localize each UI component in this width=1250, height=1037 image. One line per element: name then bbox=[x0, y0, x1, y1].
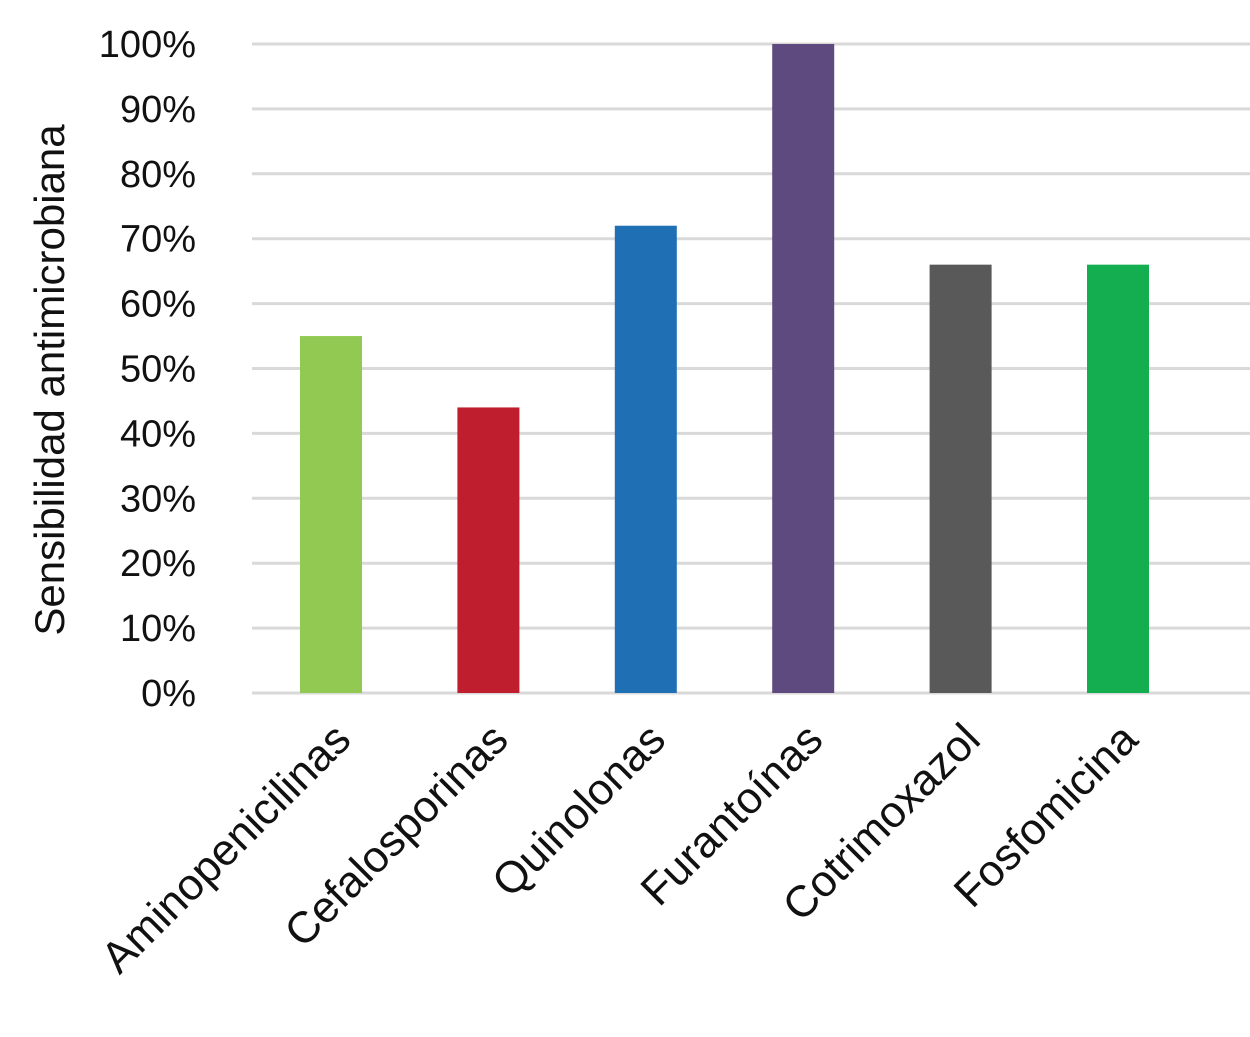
y-tick-label: 40% bbox=[120, 413, 196, 455]
y-tick-label: 100% bbox=[99, 24, 196, 66]
gridlines bbox=[252, 42, 1250, 695]
y-tick-label: 30% bbox=[120, 478, 196, 520]
y-tick-label: 90% bbox=[120, 89, 196, 131]
y-axis-ticks: 0% 10% 20% 30% 40% 50% 60% 70% 80% 90% 100% bbox=[99, 24, 196, 715]
x-axis-ticks: AminopenicilinasCefalosporinasQuinolonas… bbox=[92, 714, 1147, 982]
bar-furantoínas bbox=[772, 44, 835, 693]
y-axis-label: Sensibilidad antimicrobiana bbox=[26, 124, 73, 636]
y-tick-label: 70% bbox=[120, 219, 196, 261]
y-tick-label: 0% bbox=[141, 673, 196, 715]
bars bbox=[300, 44, 1149, 693]
y-tick-label: 20% bbox=[120, 543, 196, 585]
y-tick-label: 10% bbox=[120, 608, 196, 650]
bar-aminopenicilinas bbox=[300, 336, 362, 693]
y-tick-label: 50% bbox=[120, 349, 196, 391]
bar-quinolonas bbox=[614, 225, 677, 693]
y-tick-label: 60% bbox=[120, 284, 196, 326]
bar-cotrimoxazol bbox=[929, 264, 992, 693]
y-tick-label: 80% bbox=[120, 154, 196, 196]
bar-fosfomicina bbox=[1087, 264, 1149, 693]
bar-cefalosporinas bbox=[457, 407, 520, 693]
